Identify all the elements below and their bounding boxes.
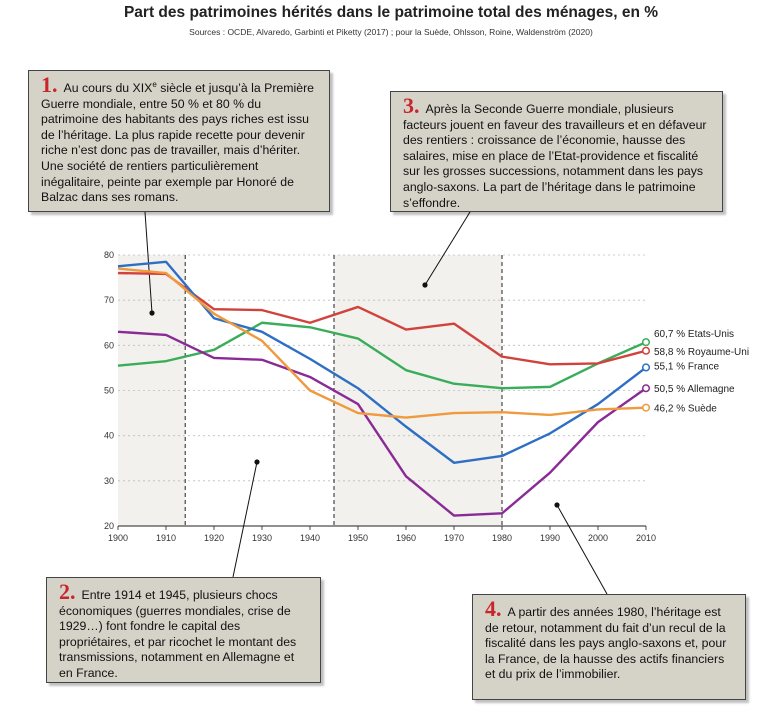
leader-annotation-3 (424, 211, 471, 286)
annotation-4-number: 4. (485, 596, 502, 621)
series-end-marker-france (641, 363, 651, 372)
annotation-3: 3. Après la Seconde Guerre mondiale, plus… (390, 91, 723, 212)
x-tick-label-1910: 1910 (156, 533, 176, 543)
annotation-2-number: 2. (59, 579, 76, 604)
x-tick-label-1940: 1940 (300, 533, 320, 543)
y-tick-label-60: 60 (104, 340, 114, 350)
annotation-1-text: Au cours du XIXe siècle et jusqu’à la Pr… (41, 80, 315, 205)
annotation-1-number: 1. (41, 72, 58, 98)
y-tick-label-70: 70 (104, 295, 114, 305)
leader-annotation-4 (556, 504, 608, 595)
y-tick-label-30: 30 (104, 476, 114, 486)
series-end-marker-royaumeuni (641, 346, 651, 355)
annotation-3-number: 3. (403, 93, 420, 118)
y-tick-label-80: 80 (104, 250, 114, 260)
x-tick-label-1970: 1970 (444, 533, 464, 543)
series-label-etatsunis: 60,7 % Etats-Unis (654, 329, 734, 340)
x-tick-label-1900: 1900 (108, 533, 128, 543)
series-end-marker-sude (641, 403, 651, 412)
leader-annotation-2 (232, 461, 258, 578)
chart-title: Part des patrimoines hérités dans le pat… (123, 4, 659, 21)
x-tick-label-2010: 2010 (636, 533, 656, 543)
annotation-2-text: Entre 1914 et 1945, plusieurs chocs écon… (59, 588, 297, 680)
series-line-etatsunis (117, 321, 647, 390)
leader-annotation-4-dot (554, 502, 560, 508)
series-line-france (117, 260, 647, 464)
x-tick-label-1920: 1920 (204, 533, 224, 543)
annotation-3-text: Après la Seconde Guerre mondiale, plusie… (403, 102, 707, 210)
y-tick-label-50: 50 (104, 386, 114, 396)
series-label-allemagne: 50,5 % Allemagne (654, 384, 735, 395)
x-tick-label-1930: 1930 (252, 533, 272, 543)
x-tick-label-1960: 1960 (396, 533, 416, 543)
leader-annotation-2-dot (254, 459, 260, 465)
chart-sources: Sources : OCDE, Alvaredo, Garbinti et Pi… (189, 27, 593, 37)
series-label-france: 55,1 % France (654, 361, 719, 372)
series-line-royaumeuni (117, 271, 647, 366)
annotation-1: 1. Au cours du XIXe siècle et jusqu’à la … (28, 70, 330, 212)
annotation-4-text: A partir des années 1980, l’héritage est… (485, 605, 727, 682)
x-tick-label-1950: 1950 (348, 533, 368, 543)
series-label-sude: 46,2 % Suède (654, 404, 717, 415)
y-tick-label-20: 20 (104, 521, 114, 531)
annotation-4: 4. A partir des années 1980, l’héritage e… (472, 594, 746, 700)
series-line-allemagne (117, 330, 647, 517)
series-line-sude (117, 267, 647, 419)
x-tick-label-2000: 2000 (588, 533, 608, 543)
y-tick-label-40: 40 (104, 431, 114, 441)
x-tick-label-1980: 1980 (492, 533, 512, 543)
leader-annotation-3-dot (422, 282, 428, 288)
series-end-marker-etatsunis (641, 338, 651, 347)
series-end-marker-allemagne (641, 384, 651, 393)
leader-annotation-1-dot (149, 310, 155, 316)
x-tick-label-1990: 1990 (540, 533, 560, 543)
annotation-2: 2. Entre 1914 et 1945, plusieurs chocs éc… (46, 577, 321, 683)
series-label-royaumeuni: 58,8 % Royaume-Uni (654, 347, 749, 358)
